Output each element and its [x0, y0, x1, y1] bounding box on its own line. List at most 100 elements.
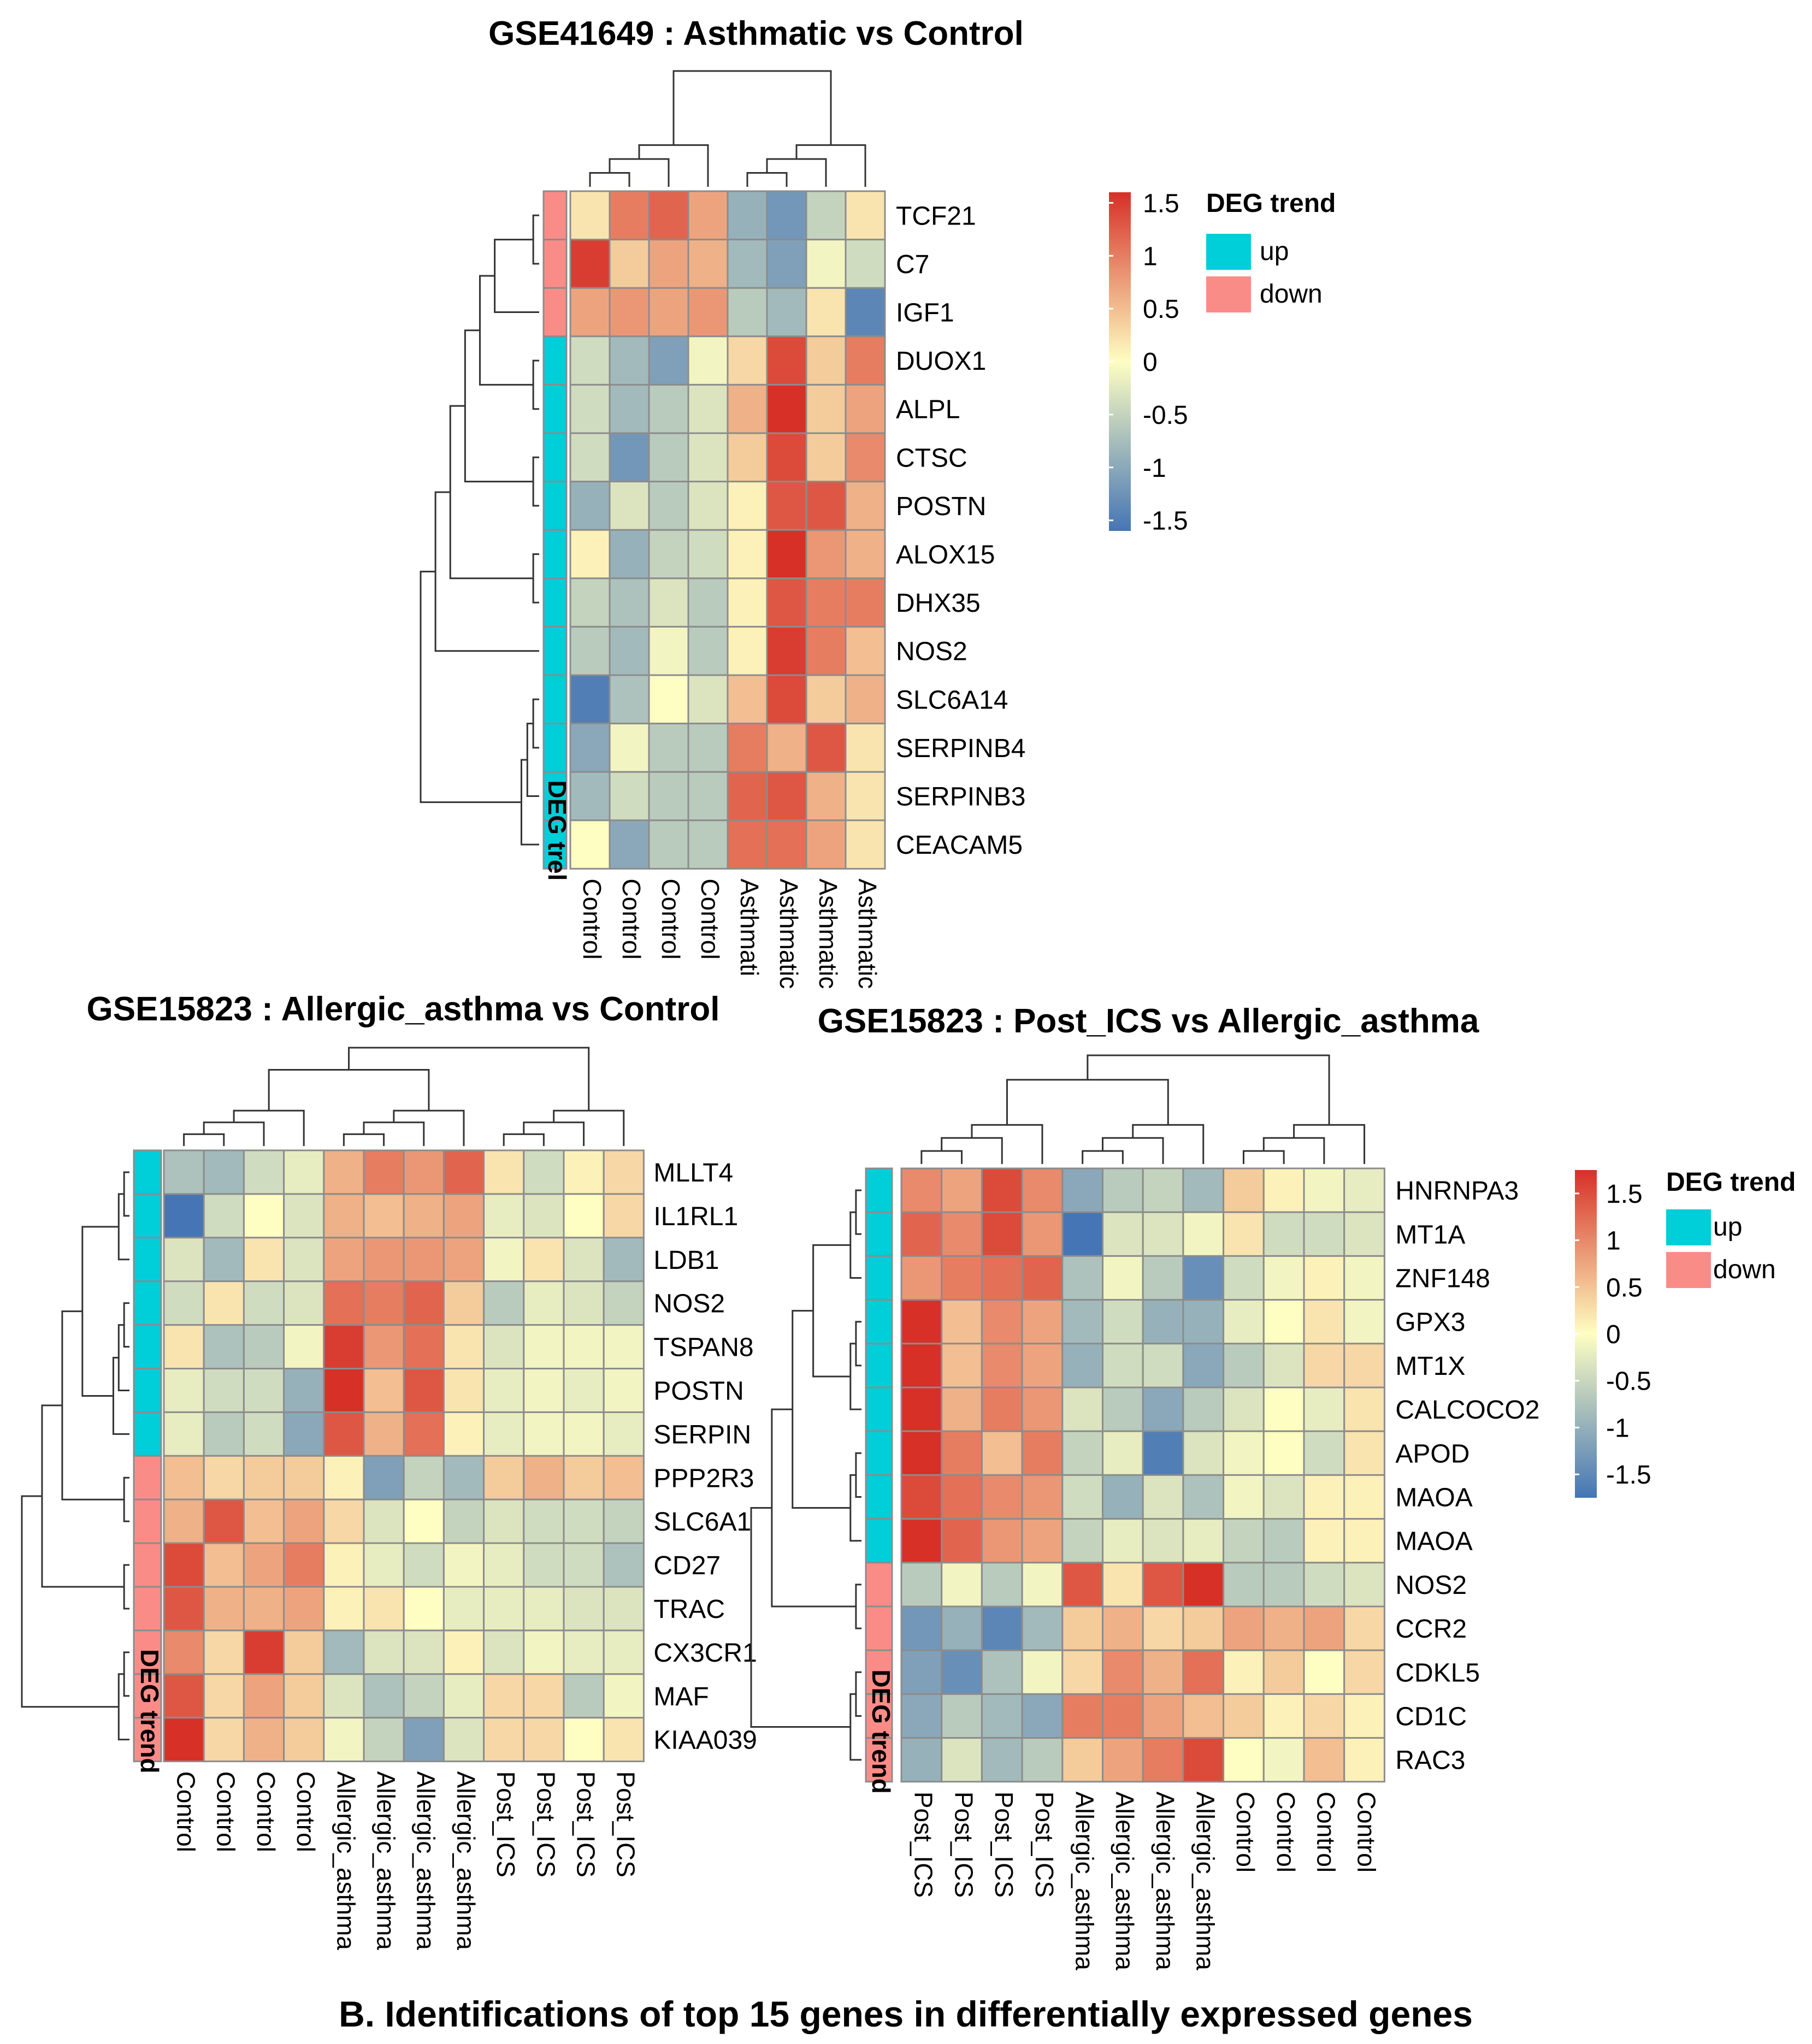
heatmap-cell: [1262, 1518, 1305, 1564]
gene-label: CD1C: [1395, 1703, 1467, 1732]
heatmap-cell: [941, 1386, 983, 1432]
heatmap-cell: [403, 1455, 445, 1500]
heatmap-cell: [1021, 1211, 1064, 1257]
heatmap-cell: [603, 1324, 645, 1370]
heatmap-cell: [363, 1193, 405, 1239]
heatmap-cell: [323, 1717, 365, 1763]
heatmap-cell: [727, 723, 768, 773]
deg-trend-cell: [133, 1280, 162, 1326]
heatmap-cell: [648, 529, 689, 580]
heatmap-cell: [483, 1498, 525, 1544]
heatmap-cell: [1223, 1430, 1265, 1476]
heatmap-cell: [900, 1430, 943, 1476]
heatmap-cell: [805, 335, 847, 386]
heatmap-cell: [523, 1629, 565, 1675]
row-dendrogram-branch: [855, 1321, 861, 1367]
heatmap-cell: [563, 1673, 605, 1719]
heatmap-cell: [203, 1411, 245, 1457]
sample-label: Allergic_asthma: [371, 1771, 400, 1951]
heatmap-cell: [203, 1193, 245, 1239]
heatmap-cell: [727, 771, 768, 822]
heatmap-cell: [1061, 1693, 1104, 1739]
heatmap-cell: [1223, 1386, 1265, 1432]
sample-label: Allergic_asthma: [412, 1771, 440, 1951]
heatmap-cell: [323, 1498, 365, 1544]
sample-label: Post_ICS: [910, 1792, 938, 1898]
heatmap-cell: [805, 432, 847, 483]
heatmap-cell: [981, 1255, 1023, 1301]
sample-label: Control: [617, 878, 646, 959]
heatmap-cell: [727, 432, 768, 483]
heatmap-cell: [1262, 1167, 1305, 1213]
heatmap-cell: [648, 287, 689, 338]
heatmap-cell: [1223, 1562, 1265, 1608]
heatmap-cell: [1142, 1562, 1184, 1608]
color-scale-tick-label: -0.5: [1606, 1367, 1651, 1396]
heatmap-cell: [648, 625, 689, 676]
heatmap-cell: [805, 383, 847, 434]
deg-trend-axis-label: DEG trend: [867, 1669, 895, 1793]
gene-label: NOS2: [896, 637, 967, 666]
heatmap-cell: [1102, 1737, 1144, 1783]
heatmap-cell: [483, 1629, 525, 1675]
heatmap-cell: [163, 1411, 205, 1457]
color-scale-tick-label: -0.5: [1143, 401, 1188, 430]
heatmap-cell: [163, 1237, 205, 1283]
heatmap-cell: [648, 674, 689, 725]
heatmap-cell: [845, 819, 886, 870]
row-dendrogram-branch: [750, 1507, 851, 1728]
heatmap-cell: [523, 1498, 565, 1544]
heatmap-cell: [1182, 1474, 1225, 1520]
heatmap-cell: [609, 190, 650, 241]
heatmap-cell: [805, 674, 847, 725]
gene-label: ZNF148: [1395, 1265, 1490, 1293]
deg-trend-cell: [542, 383, 568, 434]
heatmap-cell: [941, 1211, 983, 1257]
heatmap-cell: [163, 1368, 205, 1413]
heatmap-cell: [442, 1673, 485, 1719]
heatmap-cell: [609, 577, 650, 628]
heatmap-cell: [569, 529, 611, 580]
heatmap-cell: [1021, 1649, 1064, 1695]
heatmap-cell: [1182, 1167, 1225, 1213]
sample-label: Control: [1352, 1792, 1380, 1872]
heatmap-cell: [569, 723, 611, 773]
heatmap-cell: [203, 1717, 245, 1763]
deg-trend-cell: [133, 1586, 162, 1632]
legend-down-label: down: [1713, 1255, 1776, 1284]
heatmap-cell: [727, 625, 768, 676]
row-dendrogram-branch: [855, 1671, 861, 1717]
heatmap-cell: [727, 674, 768, 725]
column-dendrogram-branch: [795, 144, 866, 187]
heatmap-cell: [1303, 1299, 1345, 1345]
color-scale-tick-label: 1.5: [1606, 1180, 1643, 1209]
heatmap-cell: [1303, 1430, 1345, 1476]
deg-trend-cell: [865, 1343, 893, 1389]
heatmap-cell: [1303, 1562, 1345, 1608]
heatmap-cell: [403, 1717, 445, 1763]
heatmap-cell: [163, 1542, 205, 1588]
heatmap-cell: [603, 1629, 645, 1675]
row-dendrogram-branch: [855, 1189, 861, 1235]
heatmap-cell: [981, 1386, 1023, 1432]
heatmap-cell: [283, 1237, 325, 1283]
color-scale-tick-label: 0.5: [1143, 295, 1179, 324]
heatmap-cell: [243, 1455, 285, 1500]
heatmap-cell: [403, 1586, 445, 1632]
gene-label: CD27: [653, 1551, 721, 1580]
heatmap-cell: [845, 239, 886, 289]
heatmap-cell: [805, 481, 847, 531]
heatmap-cell: [1142, 1343, 1184, 1389]
heatmap-cell: [609, 625, 650, 676]
heatmap-cell: [1061, 1474, 1104, 1520]
heatmap-cell: [203, 1149, 245, 1195]
heatmap-cell: [727, 239, 768, 289]
deg-trend-cell: [865, 1299, 893, 1345]
heatmap-cell: [981, 1693, 1023, 1739]
heatmap-cell: [569, 335, 611, 386]
heatmap-cell: [648, 481, 689, 531]
sample-label: Allergic_asthma: [1191, 1792, 1220, 1971]
heatmap-cell: [1061, 1255, 1104, 1301]
heatmap-cell: [941, 1167, 983, 1213]
heatmap-cell: [1262, 1255, 1305, 1301]
